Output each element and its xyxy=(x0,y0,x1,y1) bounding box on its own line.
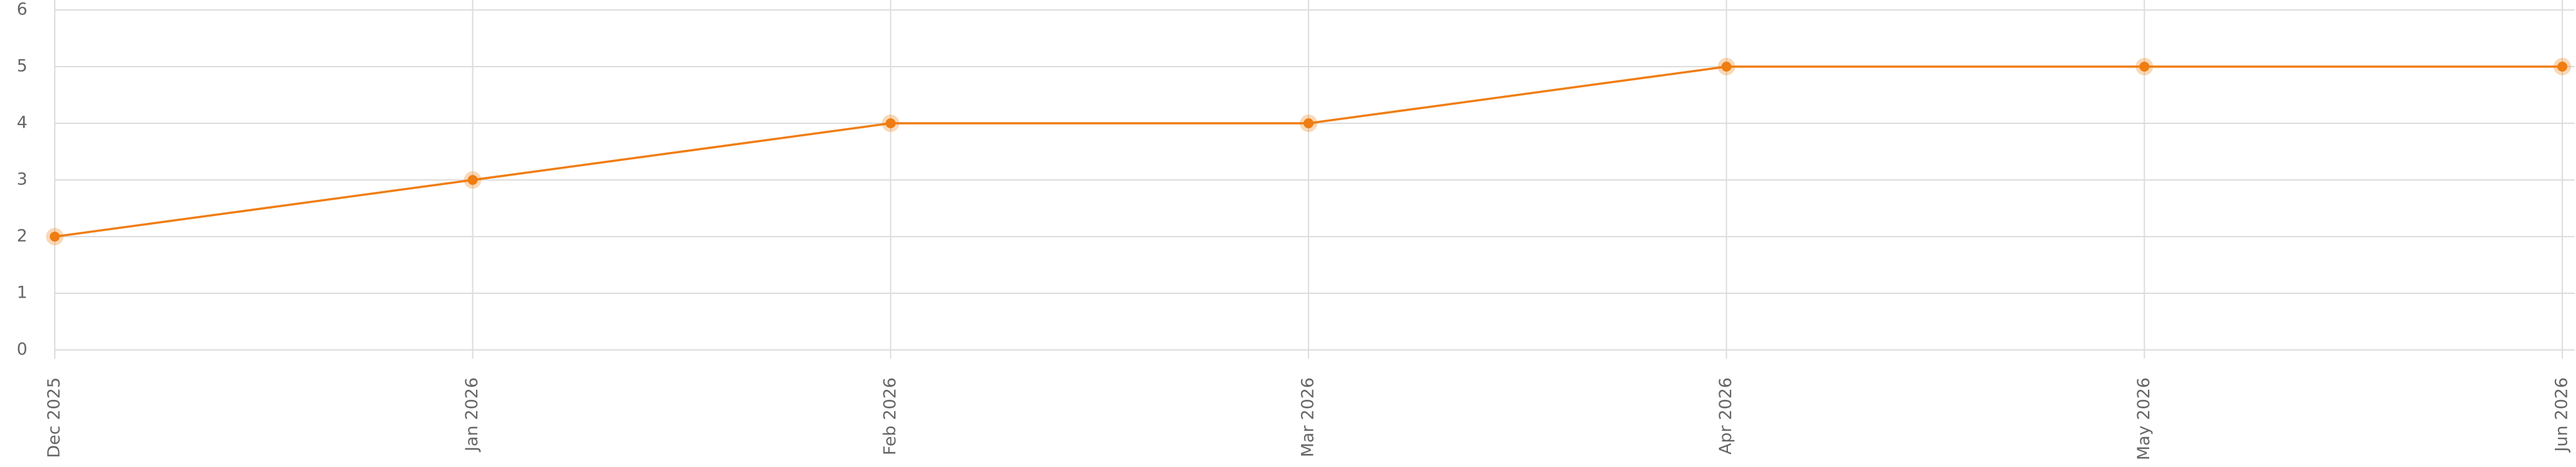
y-tick-label: 0 xyxy=(17,340,27,359)
x-tick-label: Jan 2026 xyxy=(462,377,482,453)
x-tick-label: Jun 2026 xyxy=(2552,377,2572,453)
y-tick-label: 1 xyxy=(17,283,27,303)
x-tick-label: May 2026 xyxy=(2134,377,2154,460)
data-point xyxy=(46,228,63,245)
data-point xyxy=(1300,115,1317,132)
y-tick-label: 4 xyxy=(17,113,27,133)
x-tick-label: Feb 2026 xyxy=(880,377,900,455)
x-tick-label: Dec 2025 xyxy=(45,377,64,458)
x-tick-label: Apr 2026 xyxy=(1716,377,1735,455)
data-point xyxy=(2135,58,2154,75)
data-point xyxy=(2554,58,2571,75)
y-tick-label: 2 xyxy=(17,227,27,246)
data-point xyxy=(882,115,900,132)
y-tick-label: 3 xyxy=(17,170,27,189)
y-tick-label: 5 xyxy=(17,57,27,76)
data-point xyxy=(1717,58,1735,75)
y-tick-label: 6 xyxy=(17,0,27,19)
data-point xyxy=(464,171,482,189)
x-tick-label: Mar 2026 xyxy=(1299,377,1318,457)
